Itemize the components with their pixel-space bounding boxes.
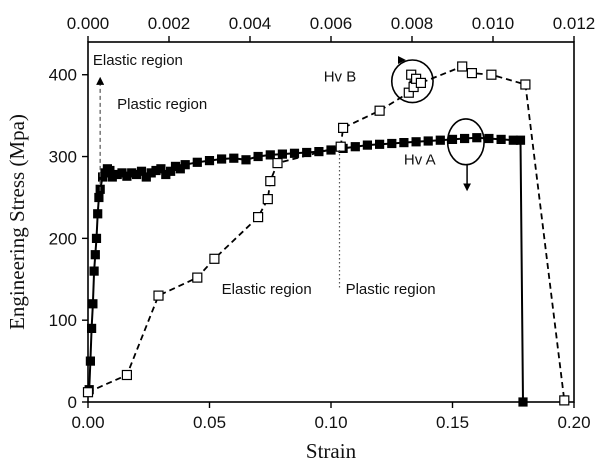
- data-point-0: [93, 209, 103, 219]
- annotation-label: Hv B: [324, 68, 357, 85]
- annotation-label: Plastic region: [117, 96, 207, 113]
- data-point-0: [289, 148, 300, 158]
- data-point-0: [94, 192, 104, 203]
- data-point-0: [229, 153, 239, 163]
- y-tick-label: 200: [49, 229, 77, 248]
- data-point-0: [399, 138, 409, 148]
- data-point-0: [253, 151, 263, 162]
- data-point-0: [180, 160, 190, 170]
- data-point-0: [204, 156, 215, 166]
- data-point-1: [466, 67, 477, 79]
- data-point-0: [136, 166, 147, 176]
- x-tick-label: 0.00: [71, 413, 104, 432]
- data-point-0: [460, 133, 470, 144]
- data-point-0: [472, 133, 482, 143]
- data-point-1: [153, 290, 164, 301]
- series-line-1: [87, 65, 566, 401]
- data-point-1: [520, 79, 531, 90]
- annotation-label: Elastic region: [222, 281, 312, 298]
- data-point-0: [241, 155, 251, 165]
- data-point-1: [209, 253, 220, 264]
- top-tick-label: 0.008: [391, 14, 434, 33]
- top-tick-label: 0.010: [472, 14, 515, 33]
- data-point-0: [447, 134, 458, 144]
- data-point-1: [272, 158, 283, 169]
- y-tick-label: 0: [68, 393, 77, 412]
- y-tick-label: 100: [49, 311, 77, 330]
- data-point-0: [91, 233, 102, 243]
- top-tick-label: 0.004: [229, 14, 272, 33]
- annotation-label: Hv A: [404, 152, 436, 169]
- y-tick-label: 300: [49, 148, 77, 167]
- x-tick-label: 0.05: [193, 413, 226, 432]
- data-point-0: [217, 154, 227, 164]
- data-point-0: [375, 139, 385, 149]
- data-point-1: [335, 141, 346, 152]
- data-point-1: [265, 176, 276, 187]
- top-tick-label: 0.000: [67, 14, 110, 33]
- data-point-0: [496, 134, 506, 144]
- data-point-0: [484, 133, 494, 144]
- data-point-1: [486, 69, 497, 80]
- data-point-0: [362, 140, 372, 150]
- annotation-label: Plastic region: [346, 281, 436, 298]
- data-point-1: [457, 61, 468, 72]
- data-point-0: [156, 164, 166, 174]
- annotation-label: Elastic region: [93, 52, 183, 69]
- data-point-0: [411, 137, 421, 147]
- data-point-1: [253, 212, 264, 223]
- data-point-0: [277, 149, 287, 159]
- callout-ellipse: [390, 59, 434, 104]
- callout-ellipse: [446, 118, 485, 166]
- data-point-0: [435, 135, 445, 145]
- axes-layer: 0.00 0.05 0.10 0.15 0.20 0.000 0.002 0.004 0.006…: [49, 14, 596, 432]
- data-point-0: [85, 356, 96, 366]
- data-point-1: [121, 369, 133, 381]
- series-layer: [82, 61, 570, 407]
- data-point-0: [423, 136, 433, 146]
- x-axis-title: Strain: [306, 439, 357, 463]
- data-point-0: [89, 266, 99, 276]
- y-tick-label: 400: [49, 66, 77, 85]
- data-point-0: [387, 138, 397, 149]
- top-tick-label: 0.006: [310, 14, 353, 33]
- data-point-1: [192, 272, 203, 283]
- data-point-1: [262, 194, 273, 205]
- data-point-1: [415, 77, 426, 89]
- data-point-0: [88, 299, 98, 309]
- data-point-0: [265, 150, 275, 160]
- data-point-0: [86, 323, 97, 333]
- data-point-0: [166, 166, 176, 176]
- annotation-layer: Elastic region Plastic region Hv B Hv A Elas…: [93, 52, 485, 298]
- top-tick-label: 0.012: [553, 14, 596, 33]
- data-point-0: [90, 250, 100, 260]
- x-tick-label: 0.10: [314, 413, 347, 432]
- data-point-1: [374, 105, 385, 116]
- y-axis-title: Engineering Stress (Mpa): [5, 114, 29, 330]
- x-tick-label: 0.20: [557, 413, 590, 432]
- data-point-0: [350, 142, 360, 152]
- data-point-1: [559, 395, 570, 406]
- data-point-0: [518, 397, 528, 407]
- data-point-0: [192, 157, 202, 167]
- data-point-1: [338, 122, 349, 134]
- data-point-0: [302, 147, 312, 158]
- top-tick-label: 0.002: [148, 14, 191, 33]
- data-point-1: [82, 387, 94, 398]
- data-point-0: [515, 135, 526, 145]
- data-point-0: [326, 145, 336, 155]
- x-tick-label: 0.15: [436, 413, 469, 432]
